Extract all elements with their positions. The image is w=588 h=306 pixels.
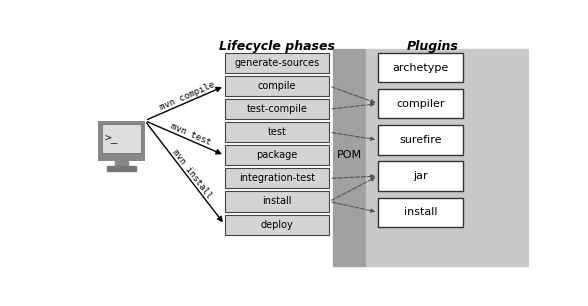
Text: jar: jar bbox=[413, 171, 428, 181]
Bar bbox=[107, 166, 136, 171]
Text: surefire: surefire bbox=[399, 135, 442, 145]
Bar bbox=[225, 168, 329, 188]
Text: mvn test: mvn test bbox=[169, 121, 212, 147]
Text: install: install bbox=[404, 207, 437, 217]
Bar bbox=[366, 49, 529, 266]
Text: generate-sources: generate-sources bbox=[234, 58, 319, 68]
Bar bbox=[98, 121, 145, 161]
Text: >_: >_ bbox=[105, 134, 118, 144]
Text: test-compile: test-compile bbox=[246, 104, 308, 114]
Bar bbox=[115, 161, 128, 167]
Text: install: install bbox=[262, 196, 292, 207]
Bar bbox=[378, 125, 463, 155]
Bar bbox=[225, 145, 329, 165]
Text: integration-test: integration-test bbox=[239, 174, 315, 183]
Text: test: test bbox=[268, 127, 286, 137]
Bar bbox=[225, 53, 329, 73]
Bar bbox=[378, 198, 463, 227]
Text: mvn install: mvn install bbox=[171, 147, 214, 200]
Bar bbox=[225, 99, 329, 119]
Bar bbox=[225, 215, 329, 235]
Text: Plugins: Plugins bbox=[406, 40, 458, 53]
Bar bbox=[225, 192, 329, 211]
Text: POM: POM bbox=[337, 150, 362, 159]
Text: deploy: deploy bbox=[260, 220, 293, 230]
Text: Lifecycle phases: Lifecycle phases bbox=[219, 40, 335, 53]
Bar bbox=[378, 89, 463, 118]
Text: archetype: archetype bbox=[393, 62, 449, 73]
Bar bbox=[333, 49, 366, 266]
Bar bbox=[102, 125, 141, 153]
Text: mvn compile: mvn compile bbox=[158, 80, 216, 112]
Bar bbox=[225, 76, 329, 96]
Text: compile: compile bbox=[258, 81, 296, 91]
Text: package: package bbox=[256, 150, 298, 160]
Text: compiler: compiler bbox=[396, 99, 445, 109]
Bar bbox=[378, 162, 463, 191]
Bar bbox=[225, 122, 329, 142]
Bar bbox=[378, 53, 463, 82]
